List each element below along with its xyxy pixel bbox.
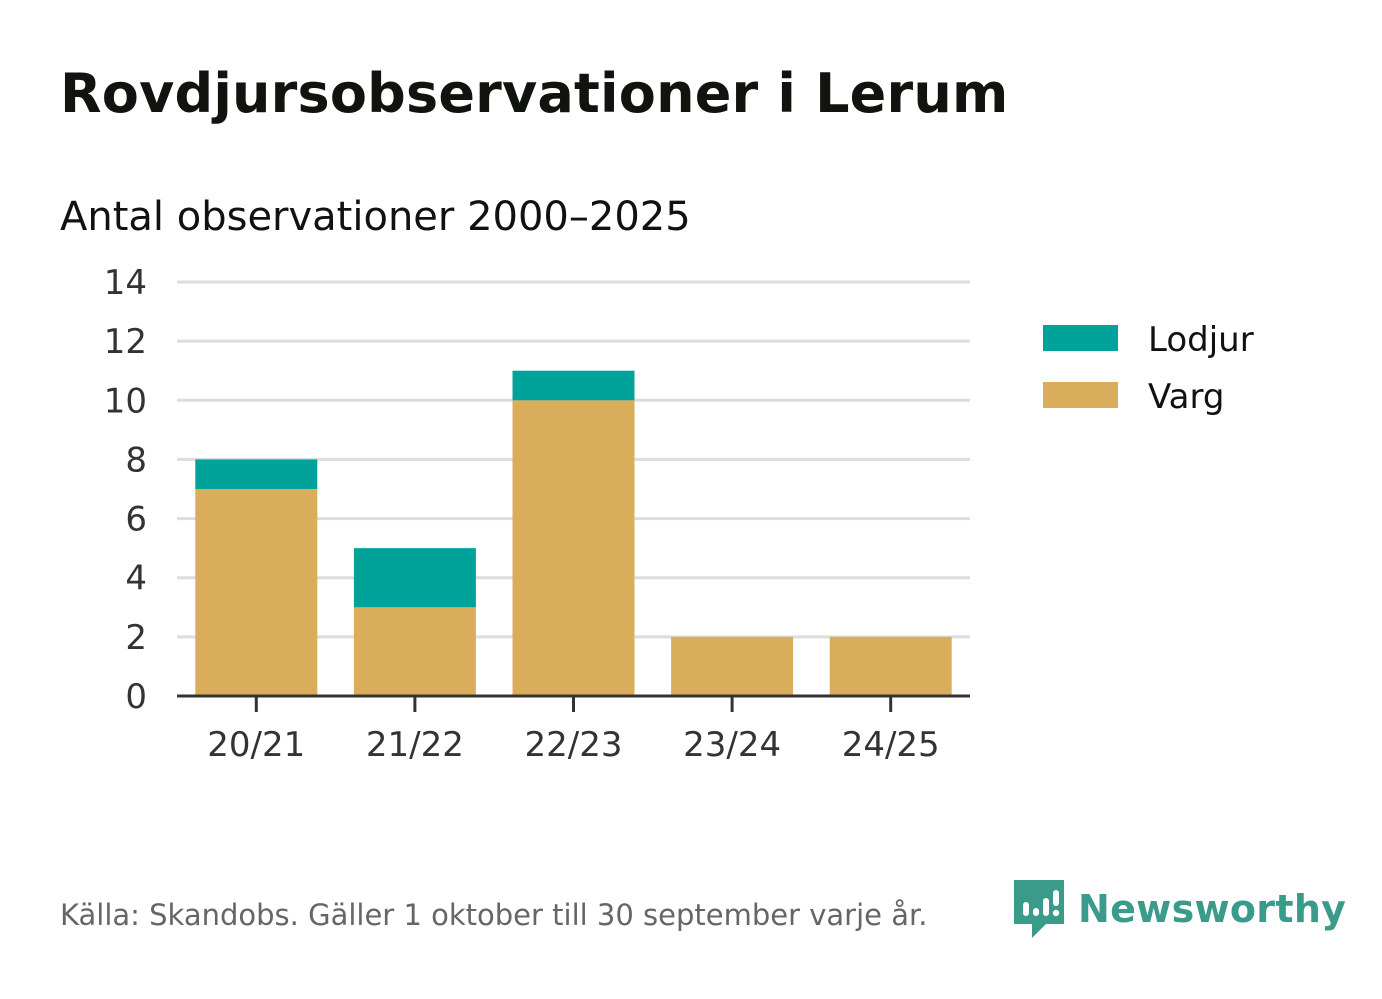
- y-tick-label-0: 0: [125, 677, 147, 717]
- newsworthy-logo: Newsworthy: [1012, 878, 1346, 940]
- x-tick-label-22-23: 22/23: [525, 725, 623, 765]
- bar-lodjur-22-23: [512, 370, 635, 401]
- y-tick-label-2: 2: [125, 618, 147, 658]
- chart-subtitle: Antal observationer 2000–2025: [60, 194, 691, 240]
- source-note: Källa: Skandobs. Gäller 1 oktober till 3…: [60, 898, 928, 932]
- bar-varg-24-25: [829, 636, 952, 696]
- y-axis-labels: 0 2 4 6 8 10 12 14: [104, 263, 147, 717]
- bar-varg-20-21: [195, 489, 318, 696]
- bars: [195, 370, 952, 696]
- x-tick-label-24-25: 24/25: [842, 725, 940, 765]
- x-tick-label-20-21: 20/21: [207, 725, 305, 765]
- legend-label-lodjur: Lodjur: [1148, 320, 1254, 360]
- y-tick-label-4: 4: [125, 559, 147, 599]
- newsworthy-logo-text: Newsworthy: [1078, 887, 1347, 931]
- bar-varg-21-22: [353, 607, 476, 696]
- y-tick-label-14: 14: [104, 263, 147, 303]
- bar-varg-23-24: [671, 636, 794, 696]
- bar-lodjur-20-21: [195, 459, 318, 489]
- bar-lodjur-21-22: [353, 548, 476, 608]
- legend-label-varg: Varg: [1148, 377, 1224, 417]
- legend: Lodjur Varg: [1043, 320, 1254, 417]
- stacked-bar-chart: 0 2 4 6 8 10 12 14 20/21 21/22 22/23 23/24 24/25 Lo…: [104, 263, 1254, 765]
- bar-varg-22-23: [512, 400, 635, 696]
- y-tick-label-8: 8: [125, 440, 147, 480]
- y-tick-label-10: 10: [104, 381, 147, 421]
- legend-swatch-varg: [1043, 382, 1118, 408]
- chart-title: Rovdjursobservationer i Lerum: [60, 62, 1009, 125]
- x-tick-label-21-22: 21/22: [366, 725, 464, 765]
- y-tick-label-12: 12: [104, 322, 147, 362]
- y-tick-label-6: 6: [125, 500, 147, 540]
- legend-swatch-lodjur: [1043, 325, 1118, 351]
- x-tick-label-23-24: 23/24: [683, 725, 781, 765]
- newsworthy-logo-icon: [1014, 880, 1064, 938]
- x-axis: 20/21 21/22 22/23 23/24 24/25: [177, 694, 970, 765]
